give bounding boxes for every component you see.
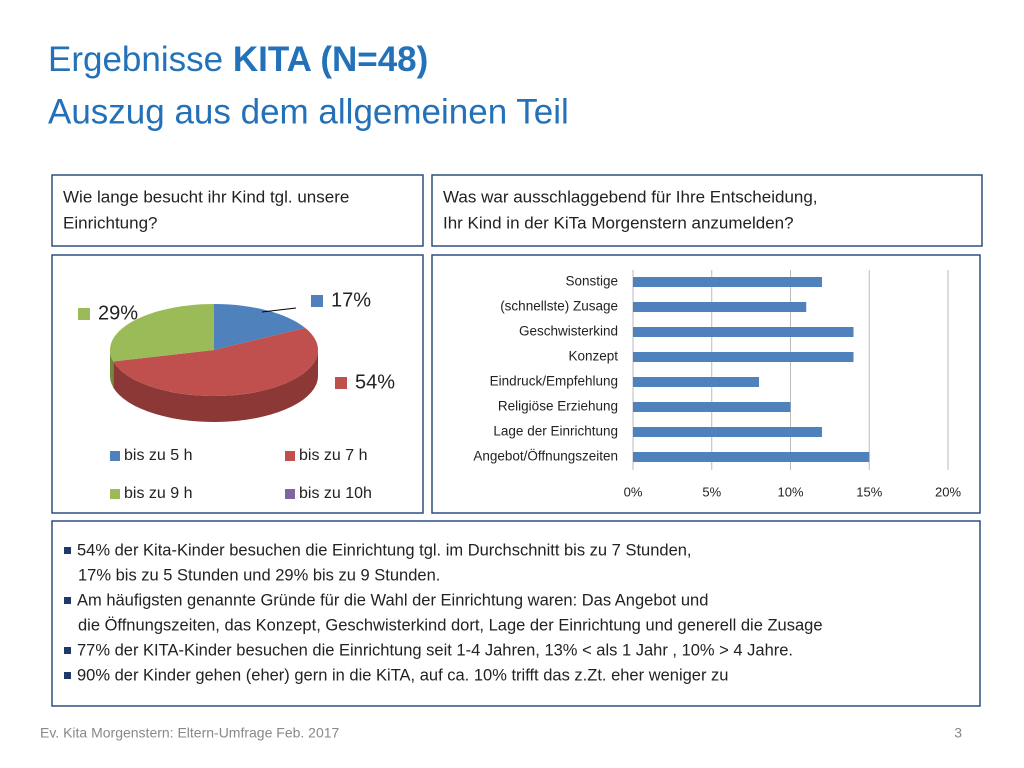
bar bbox=[633, 427, 822, 437]
pie-slice bbox=[113, 327, 319, 396]
pie-side bbox=[113, 350, 318, 423]
y-tick-label: Angebot/Öffnungszeiten bbox=[473, 449, 618, 464]
y-tick-label: Sonstige bbox=[565, 274, 618, 289]
legend-swatch bbox=[110, 489, 120, 499]
bullet-marker bbox=[64, 647, 71, 654]
bar bbox=[633, 327, 854, 337]
legend-swatch bbox=[110, 451, 120, 461]
x-tick-label: 0% bbox=[624, 484, 643, 499]
bullet-marker bbox=[64, 597, 71, 604]
bullet-text: Am häufigsten genannte Gründe für die Wa… bbox=[77, 591, 708, 609]
data-label: 29% bbox=[98, 302, 138, 324]
bullet-text: 90% der Kinder gehen (eher) gern in die … bbox=[77, 666, 728, 684]
legend-swatch bbox=[285, 451, 295, 461]
bullet-text: 77% der KITA-Kinder besuchen die Einrich… bbox=[77, 641, 793, 659]
data-label: 54% bbox=[355, 371, 395, 393]
pie-side bbox=[110, 350, 114, 388]
question-box bbox=[51, 174, 424, 247]
pie-slice bbox=[214, 304, 306, 350]
legend-label: bis zu 10h bbox=[299, 485, 372, 502]
y-tick-label: Konzept bbox=[568, 349, 618, 364]
pie-slice bbox=[110, 304, 214, 362]
question-text: Wie lange besucht ihr Kind tgl. unsere bbox=[63, 187, 349, 206]
legend-label: bis zu 7 h bbox=[299, 447, 367, 464]
y-tick-label: Eindruck/Empfehlung bbox=[490, 374, 618, 389]
bullet-marker bbox=[64, 672, 71, 679]
x-tick-label: 10% bbox=[777, 484, 803, 499]
bar bbox=[633, 452, 870, 462]
footer-text: Ev. Kita Morgenstern: Eltern-Umfrage Feb… bbox=[40, 725, 340, 741]
page-number: 3 bbox=[954, 725, 962, 741]
x-tick-label: 20% bbox=[935, 484, 961, 499]
label-swatch bbox=[335, 377, 347, 389]
label-swatch bbox=[311, 295, 323, 307]
title-line2: Auszug aus dem allgemeinen Teil bbox=[48, 92, 569, 131]
title-normal: Ergebnisse bbox=[48, 40, 223, 79]
title-line1: Ergebnisse KITA (N=48) bbox=[48, 40, 428, 79]
question-text: Einrichtung? bbox=[63, 213, 158, 232]
x-tick-label: 15% bbox=[856, 484, 882, 499]
bullet-marker bbox=[64, 547, 71, 554]
bullet-box bbox=[51, 520, 981, 707]
question-text: Was war ausschlaggebend für Ihre Entsche… bbox=[443, 187, 818, 206]
label-swatch bbox=[78, 308, 90, 320]
bullet-text: 54% der Kita-Kinder besuchen die Einrich… bbox=[77, 541, 692, 559]
x-tick-label: 5% bbox=[702, 484, 721, 499]
question-text: Ihr Kind in der KiTa Morgenstern anzumel… bbox=[443, 213, 794, 232]
bar bbox=[633, 402, 791, 412]
bullet-text: die Öffnungszeiten, das Konzept, Geschwi… bbox=[78, 616, 823, 634]
legend-label: bis zu 5 h bbox=[124, 447, 192, 464]
bar bbox=[633, 277, 822, 287]
legend-swatch bbox=[285, 489, 295, 499]
bar bbox=[633, 377, 759, 387]
y-tick-label: (schnellste) Zusage bbox=[500, 299, 618, 314]
bullet-text: 17% bis zu 5 Stunden und 29% bis zu 9 St… bbox=[78, 566, 440, 584]
y-tick-label: Geschwisterkind bbox=[519, 324, 618, 339]
y-tick-label: Lage der Einrichtung bbox=[493, 424, 618, 439]
bar bbox=[633, 352, 854, 362]
legend-label: bis zu 9 h bbox=[124, 485, 192, 502]
data-label: 17% bbox=[331, 289, 371, 311]
y-tick-label: Religiöse Erziehung bbox=[498, 399, 618, 414]
question-box bbox=[431, 174, 983, 247]
title-bold: KITA (N=48) bbox=[233, 40, 428, 79]
leader-line bbox=[261, 307, 297, 313]
bar bbox=[633, 302, 807, 312]
